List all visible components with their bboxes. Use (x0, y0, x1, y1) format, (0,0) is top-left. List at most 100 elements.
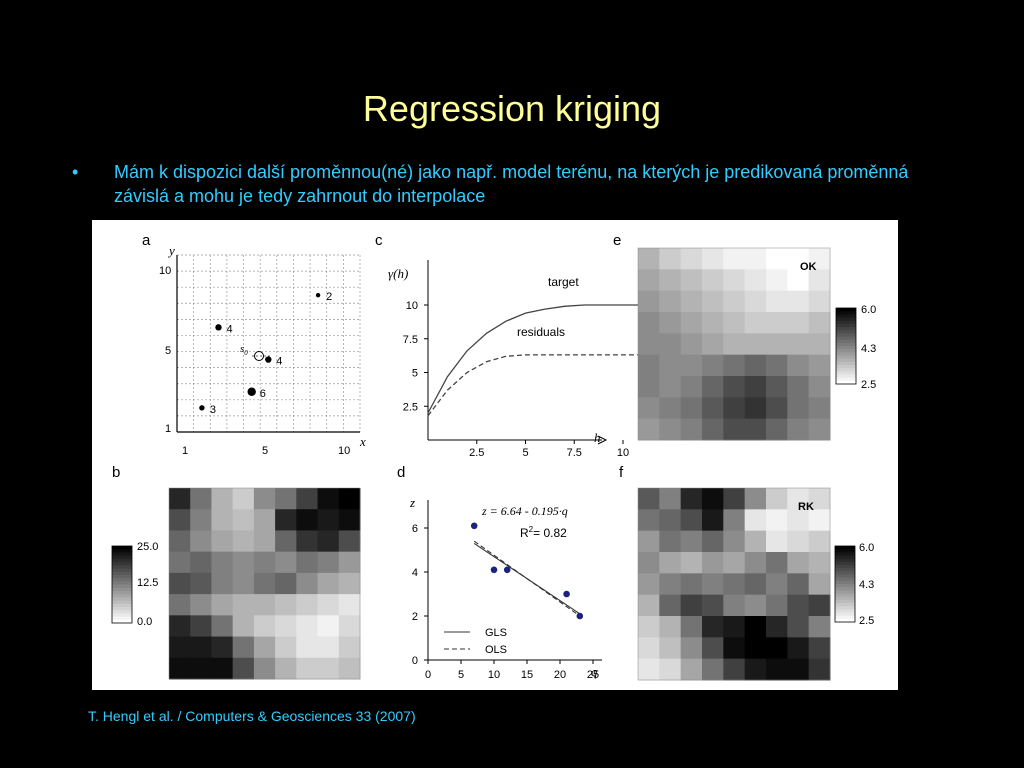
panel-e-map-cell (744, 418, 767, 441)
panel-e-colorbar-step (836, 314, 856, 318)
panel-f-label: f (619, 464, 624, 481)
panel-a-points: 2 4 4 6 3 (199, 291, 332, 416)
panel-b-colorbar-step (112, 584, 132, 589)
panel-d-point (503, 566, 511, 574)
panel-f-colorbar-step (835, 587, 855, 591)
panel-f-map-cell (659, 509, 682, 532)
panel-b-map-cell (211, 572, 234, 595)
panel-b-map-cell (296, 530, 319, 553)
panel-e-map-cell (702, 312, 724, 334)
panel-b-map-cell (190, 572, 212, 595)
panel-f-colorbar-step (835, 599, 855, 604)
panel-b-map-cell (253, 657, 276, 680)
panel-e-colorbar-border (835, 307, 857, 385)
slide-title: Regression kriging (362, 88, 662, 129)
panel-e-colorbar-step (836, 311, 856, 315)
panel-b-map-cell (232, 594, 255, 616)
panel-b-colorbar (111, 545, 133, 624)
panel-e-map-cell (808, 376, 831, 398)
panel-f-map-cell (744, 658, 767, 681)
panel-a-point (315, 292, 321, 298)
panel-b-map-cell (253, 488, 276, 510)
panel-f-colorbar-step (835, 596, 855, 601)
panel-e-map-cell (702, 248, 724, 270)
panel-e-map-cell (680, 333, 703, 356)
panel-b-label: b (112, 464, 120, 481)
panel-b-map-cell (211, 488, 234, 510)
panel-e-map-cell (787, 312, 810, 334)
panel-e-map-cell (808, 269, 831, 292)
panel-e-colorbar-step (836, 368, 856, 372)
panel-a-s0-marker (254, 351, 264, 361)
panel-b-map-cell (190, 509, 212, 531)
panel-f-map-cell (808, 658, 831, 681)
panel-b-map-cell (232, 530, 255, 553)
panel-f-map-cell (766, 616, 788, 638)
panel-c-xtick: 2.5 (469, 447, 484, 459)
panel-f: f RK 6.0 4.3 2.5 (619, 464, 874, 681)
panel-b-map-cell (275, 530, 297, 553)
panel-b-map-cell (169, 530, 191, 553)
panel-e-map-cell-border (637, 247, 831, 441)
panel-d-legend-gls: GLS (485, 627, 507, 639)
panel-c-ytick: 2.5 (403, 401, 418, 413)
panel-e-map-cell (766, 376, 788, 398)
panel-a-point-label: 2 (326, 291, 332, 303)
panel-d-equation: z = 6.64 - 0.195·q (481, 504, 568, 518)
panel-f-map-cell (702, 637, 724, 660)
panel-b-map-cell (190, 657, 212, 680)
panel-e-colorbar-tick: 6.0 (861, 304, 876, 316)
panel-c-xtick: 7.5 (567, 447, 582, 459)
panel-e-colorbar-step (836, 361, 856, 366)
panel-d-xtick: 10 (488, 669, 500, 681)
panel-b-map-cell (275, 572, 297, 595)
panel-e-map-cell (680, 290, 703, 313)
panel-c-ylabel: γ(h) (388, 266, 408, 281)
panel-c-x-arrow (597, 435, 608, 445)
panel-f-map-cell (787, 509, 810, 532)
panel-e-colorbar-step (836, 336, 856, 341)
panel-e-map-cell (766, 418, 788, 441)
panel-e-map-cell (659, 269, 682, 292)
panel-b-map-cell (253, 636, 276, 659)
panel-e-colorbar-step (836, 330, 856, 334)
panel-f-map-cell (787, 530, 810, 553)
panel-f-map-cell (744, 594, 767, 617)
panel-e-label: e (613, 232, 621, 249)
panel-b-map-cell (169, 615, 191, 638)
panel-e-map-cell (723, 376, 746, 398)
panel-b-map-cell (275, 615, 297, 638)
panel-f-map-cell (702, 530, 724, 553)
panel-a-point-label: 6 (260, 388, 266, 400)
panel-b-colorbar-step (112, 558, 132, 563)
panel-f-map-cell (766, 637, 788, 660)
panel-b-colorbar-tick: 0.0 (137, 616, 152, 628)
panel-f-map-cell (766, 573, 788, 596)
panel-b-map-cell (317, 488, 340, 510)
panel-c: c γ(h) h 10 7.5 5 2.5 2.5 5 7.5 10 target resid… (375, 232, 682, 459)
panel-e-map-cell (744, 269, 767, 292)
panel-b-map-cell (275, 636, 297, 659)
panel-e-map-cell (638, 312, 660, 334)
panel-f-colorbar-step (835, 603, 855, 607)
panel-b-map-cell (190, 530, 212, 553)
panel-e-map-cell (638, 418, 660, 441)
panel-e-map-cell (659, 312, 682, 334)
panel-b: b 25.0 12.5 0.0 (111, 464, 361, 680)
panel-f-colorbar-step (835, 577, 855, 582)
panel-b-map-cell (317, 657, 340, 680)
panel-b-map-cell (169, 636, 191, 659)
panel-e-map-cell (787, 333, 810, 356)
panel-f-colorbar-step (835, 593, 855, 598)
bullet-text: Mám k dispozici další proměnnou(né) jako… (114, 162, 909, 206)
panel-f-colorbar-step (835, 574, 855, 579)
panel-b-map-cell (275, 657, 297, 680)
panel-f-colorbar-step (835, 546, 855, 550)
panel-a-label: a (142, 232, 151, 249)
panel-f-map-label: RK (798, 501, 814, 513)
panel-e-colorbar-step (836, 333, 856, 337)
panel-f-map-cell (744, 530, 767, 553)
panel-d-point (563, 590, 570, 598)
panel-e-map-cell (638, 290, 660, 313)
panel-d-ytick: 4 (412, 567, 418, 579)
